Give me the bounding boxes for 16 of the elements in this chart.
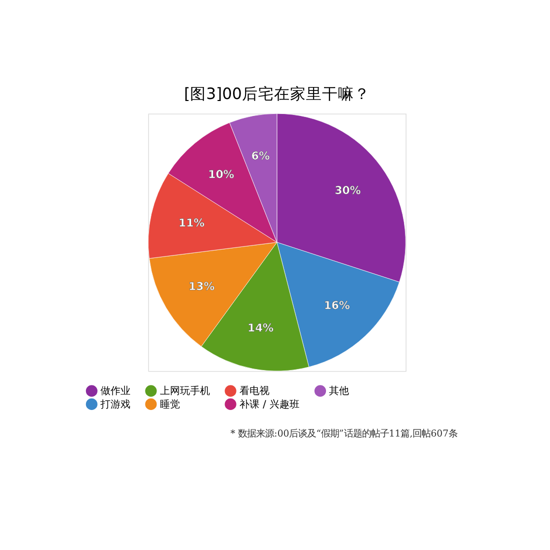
chart-title: [图3]00后宅在家里干嘛？ [184, 84, 370, 103]
data-label: 13% [188, 280, 215, 293]
legend-label: 上网玩手机 [160, 385, 210, 398]
legend-label: 其他 [329, 385, 350, 398]
text: * 数据来源:00后谈及“假期”话题的帖子11篇,回帖607条 [230, 428, 458, 440]
legend-label: 打游戏 [100, 398, 131, 410]
data-label: 14% [247, 321, 274, 334]
legend-label: 做作业 [100, 385, 131, 398]
data-label: 11% [178, 216, 205, 230]
data-label: 6% [251, 149, 270, 162]
legend-label: 看电视 [240, 385, 270, 398]
legend-label: 补课 / 兴趣班 [240, 398, 300, 410]
data-label: 16% [324, 299, 350, 312]
data-label: 10% [208, 168, 234, 181]
legend-label: 睡觉 [160, 398, 180, 410]
data-label: 30% [334, 184, 361, 197]
